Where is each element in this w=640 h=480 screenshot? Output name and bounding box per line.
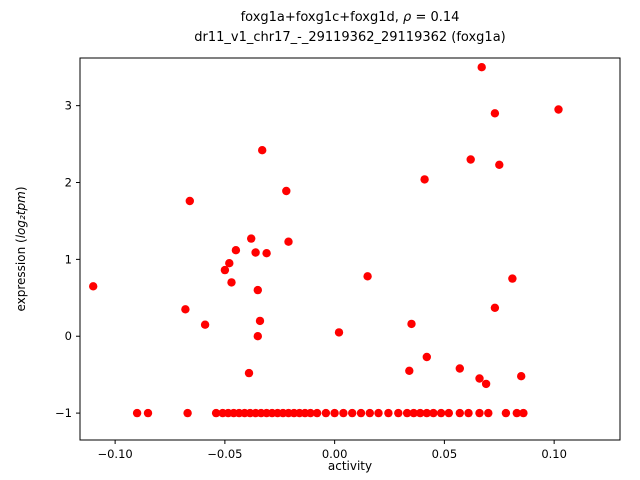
data-point (481, 379, 491, 389)
data-point (422, 352, 431, 362)
data-point (251, 248, 260, 257)
x-axis-label: activity (327, 459, 373, 473)
data-point (282, 186, 291, 196)
data-point (321, 408, 331, 418)
data-point (284, 237, 293, 246)
x-tick-label: −0.05 (207, 447, 242, 461)
data-point (374, 408, 383, 418)
data-point (475, 408, 484, 418)
data-point (436, 408, 446, 418)
data-point (89, 282, 98, 291)
data-point (490, 303, 500, 312)
y-tick-label: 3 (65, 99, 72, 113)
data-point (519, 408, 528, 418)
y-tick-label: −1 (55, 406, 72, 420)
data-point (244, 368, 254, 378)
data-point (227, 278, 236, 287)
data-point (466, 155, 475, 164)
data-point (444, 408, 453, 418)
data-point (484, 408, 493, 418)
data-point (231, 246, 241, 255)
data-point (225, 259, 234, 268)
data-point (255, 316, 265, 326)
data-point (183, 408, 192, 418)
y-axis-label-suffix: ) (14, 186, 28, 192)
data-point (334, 328, 344, 337)
data-point (220, 265, 230, 275)
data-point (356, 408, 366, 418)
data-point (422, 408, 431, 418)
chart-title-correlation: = 0.14 (411, 10, 460, 25)
data-point (253, 285, 262, 295)
y-tick-label: 1 (65, 252, 72, 266)
data-point (508, 274, 517, 283)
data-point (365, 408, 374, 418)
data-point (258, 146, 267, 155)
data-point (262, 249, 271, 258)
data-point (185, 196, 194, 206)
data-point (409, 408, 418, 418)
rho-symbol: ρ (403, 10, 412, 25)
data-point (512, 408, 521, 418)
y-axis-label: expression (log₂tpm) (14, 186, 28, 311)
data-point (501, 408, 511, 418)
data-point (455, 364, 464, 373)
data-point (475, 374, 484, 383)
data-point (407, 319, 416, 329)
data-point (384, 408, 393, 418)
data-point (143, 408, 153, 418)
data-point (495, 160, 504, 169)
data-point (464, 408, 473, 418)
y-axis-label-math: log₂tpm (14, 191, 28, 239)
x-tick-label: −0.10 (97, 447, 132, 461)
data-point (363, 272, 372, 281)
data-point (348, 408, 357, 418)
data-point (402, 408, 412, 418)
data-point (517, 372, 526, 381)
data-point (181, 305, 190, 314)
x-tick-label: 0.05 (432, 447, 458, 461)
y-tick-label: 0 (65, 329, 72, 343)
data-point (312, 408, 322, 418)
data-point (253, 332, 262, 341)
data-point (477, 62, 486, 72)
chart-subtitle: dr11_v1_chr17_-_29119362_29119362 (foxg1… (194, 30, 506, 45)
data-point (455, 408, 464, 418)
data-point (416, 408, 425, 418)
y-axis-label-prefix: expression ( (14, 238, 28, 312)
data-point (211, 408, 221, 418)
data-point (420, 175, 429, 184)
data-point (306, 408, 315, 418)
chart-title-text: foxg1a+foxg1c+foxg1d, (240, 10, 404, 25)
data-point (554, 105, 563, 114)
data-point (132, 408, 142, 418)
data-point (394, 408, 403, 418)
data-point (405, 366, 414, 375)
data-point (429, 408, 438, 418)
data-point (247, 234, 256, 243)
plot-frame (79, 57, 621, 441)
y-tick-label: 2 (65, 176, 72, 190)
chart-title: foxg1a+foxg1c+foxg1d, ρ = 0.14 (80, 10, 620, 26)
x-tick-label: 0.10 (541, 447, 567, 461)
data-point (330, 408, 339, 418)
x-tick-label: 0.00 (322, 447, 348, 461)
data-point (339, 408, 348, 418)
data-point (490, 109, 500, 118)
data-point (200, 320, 210, 329)
